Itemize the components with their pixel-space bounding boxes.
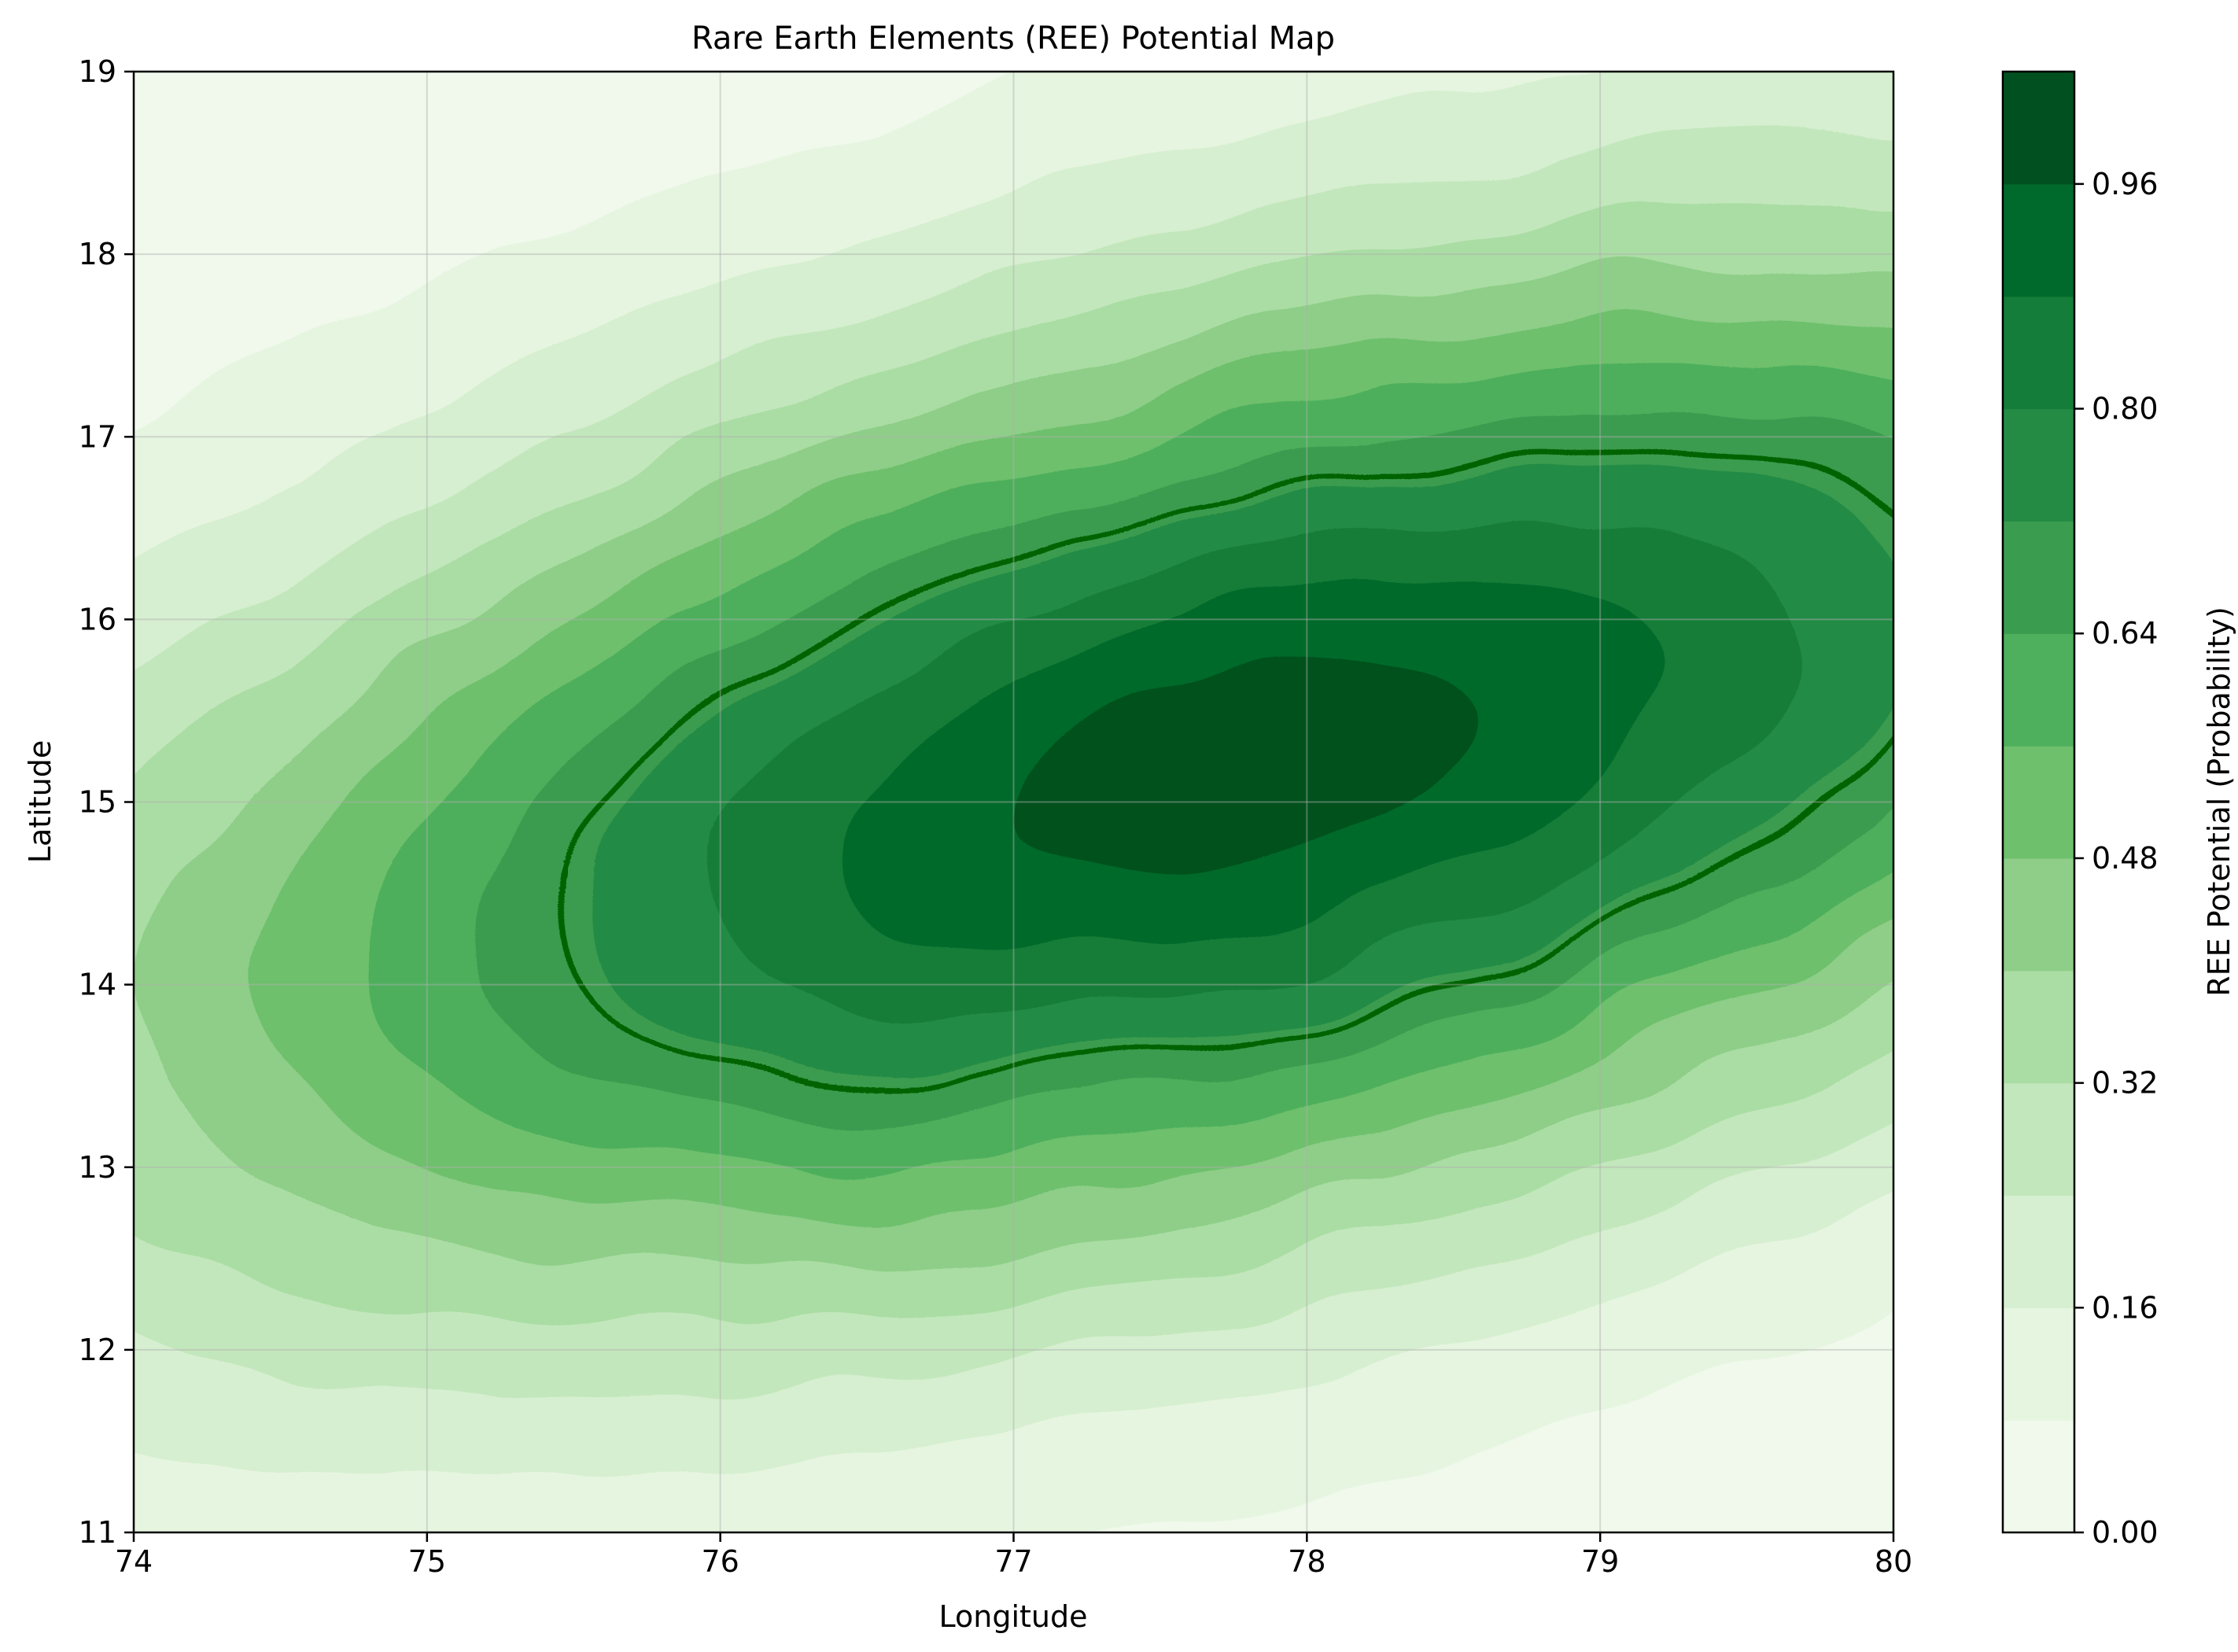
colorbar-frame — [2001, 70, 2076, 1534]
x-tick-label: 77 — [994, 1544, 1032, 1579]
x-tick-label: 79 — [1581, 1544, 1619, 1579]
colorbar-swatch — [2003, 408, 2074, 522]
colorbar-swatch — [2003, 857, 2074, 972]
colorbar-tick-label: 0.32 — [2092, 1066, 2159, 1101]
y-tick-label: 13 — [79, 1150, 116, 1185]
x-tick-label: 76 — [701, 1544, 739, 1579]
colorbar-tick-label: 0.64 — [2092, 616, 2159, 651]
colorbar-swatch — [2003, 183, 2074, 297]
colorbar-swatch — [2003, 970, 2074, 1084]
colorbar-swatch — [2003, 296, 2074, 410]
y-axis: 11 12 13 14 15 16 17 18 19 — [79, 54, 134, 1550]
y-tick-label: 12 — [79, 1333, 116, 1367]
colorbar: 0.00 0.16 0.32 0.48 0.64 0.80 0.96 — [2001, 70, 2159, 1550]
y-tick-label: 17 — [79, 419, 116, 454]
y-tick-label: 16 — [79, 602, 116, 636]
highlighted-contour-group — [551, 448, 1893, 1084]
colorbar-label: REE Potential (Probability) — [2202, 607, 2236, 997]
colorbar-tick-label: 0.80 — [2092, 392, 2159, 426]
chart-title: Rare Earth Elements (REE) Potential Map — [691, 20, 1335, 57]
y-tick-label: 18 — [79, 237, 116, 271]
colorbar-swatch — [2003, 1307, 2074, 1421]
plot-area — [132, 70, 1895, 1534]
colorbar-tick-label: 0.48 — [2092, 841, 2159, 876]
colorbar-tick-label: 0.96 — [2092, 167, 2159, 201]
colorbar-swatch — [2003, 1082, 2074, 1197]
x-tick-label: 80 — [1875, 1544, 1912, 1579]
colorbar-swatch — [2003, 1195, 2074, 1308]
x-tick-label: 78 — [1288, 1544, 1325, 1579]
x-tick-label: 75 — [408, 1544, 446, 1579]
y-tick-label: 11 — [79, 1515, 116, 1550]
colorbar-swatch — [2003, 633, 2074, 747]
y-tick-label: 19 — [79, 54, 116, 89]
colorbar-swatch — [2003, 746, 2074, 859]
y-tick-label: 15 — [79, 785, 116, 820]
highlighted-contour-line — [551, 448, 1893, 1084]
colorbar-tick-label: 0.16 — [2092, 1290, 2159, 1325]
colorbar-tick-label: 0.00 — [2092, 1515, 2159, 1550]
y-axis-label: Latitude — [23, 740, 57, 863]
x-tick-label: 74 — [115, 1544, 153, 1579]
contour-fills — [134, 72, 1893, 1532]
colorbar-swatch — [2003, 521, 2074, 634]
contour-band-12 — [1013, 658, 1484, 872]
y-tick-label: 14 — [79, 968, 116, 1002]
colorbar-swatch — [2003, 1420, 2074, 1533]
x-axis-label: Longitude — [939, 1599, 1088, 1634]
colorbar-swatch — [2003, 72, 2074, 185]
x-axis: 74 75 76 77 78 79 80 — [115, 1532, 1912, 1579]
